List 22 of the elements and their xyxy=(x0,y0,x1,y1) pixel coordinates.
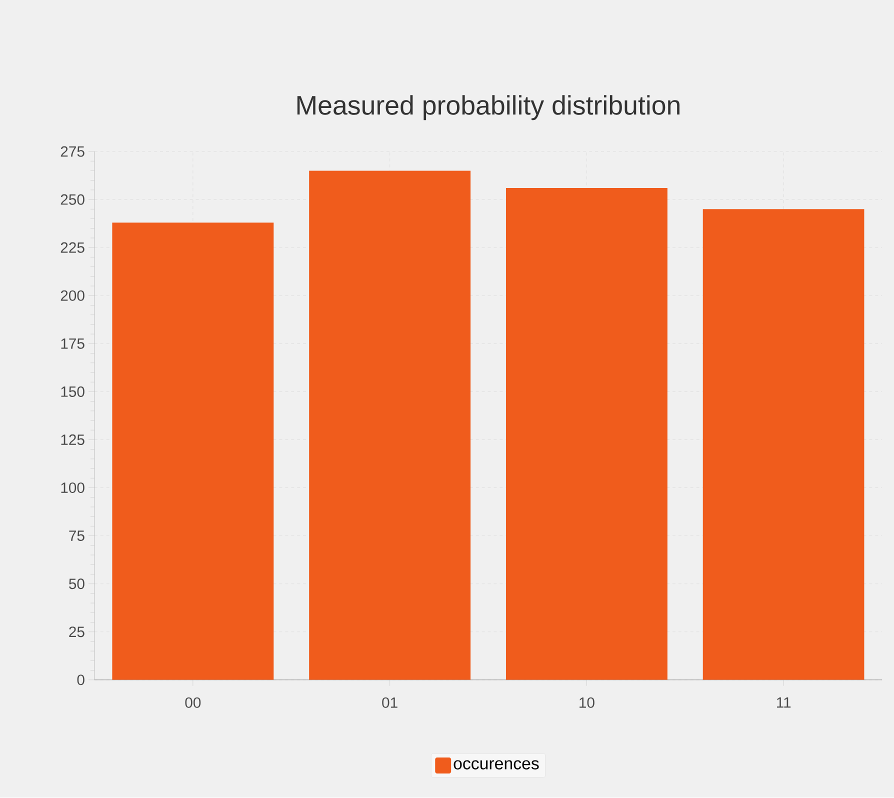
y-tick-label: 250 xyxy=(60,194,84,206)
y-tick-label: 75 xyxy=(69,530,84,542)
y-tick-label: 225 xyxy=(60,242,84,254)
x-tick-label: 00 xyxy=(185,698,201,708)
x-tick-label: 11 xyxy=(777,698,791,708)
legend-label: occurences xyxy=(454,760,539,770)
y-tick-label: 125 xyxy=(61,434,84,446)
y-tick-label: 0 xyxy=(77,674,84,686)
chart-title: Measured probability distribution xyxy=(297,95,680,120)
x-tick-label: 01 xyxy=(382,698,398,708)
y-tick-label: 175 xyxy=(61,338,84,350)
bar xyxy=(112,222,274,680)
y-tick-label: 150 xyxy=(61,386,84,398)
y-tick-label: 50 xyxy=(69,578,84,590)
y-tick-label: 25 xyxy=(69,626,84,638)
bar xyxy=(309,170,471,680)
bar xyxy=(702,209,864,680)
x-tick-label: 10 xyxy=(580,698,594,708)
bar xyxy=(506,188,668,680)
y-tick-label: 275 xyxy=(60,146,84,158)
y-tick-label: 200 xyxy=(60,290,84,302)
y-tick-label: 100 xyxy=(61,482,84,494)
